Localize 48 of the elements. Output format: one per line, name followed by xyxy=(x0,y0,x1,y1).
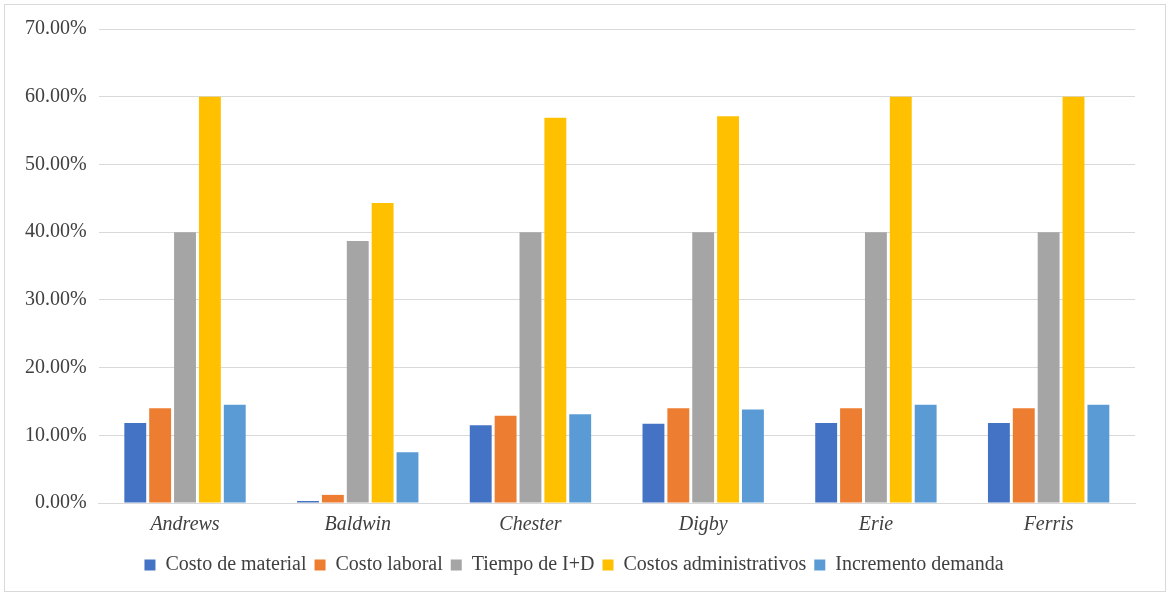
bar xyxy=(717,116,740,503)
bar xyxy=(889,96,912,503)
bar xyxy=(987,423,1010,503)
y-tick-label: 20.00% xyxy=(24,354,87,377)
bar xyxy=(692,232,715,503)
bar xyxy=(469,425,492,503)
x-tick-label: Digby xyxy=(677,512,728,536)
bar xyxy=(667,408,690,503)
bar xyxy=(1037,232,1060,503)
bar xyxy=(1087,404,1110,503)
bar xyxy=(371,203,394,503)
y-tick-label: 70.00% xyxy=(24,16,87,39)
bar xyxy=(149,408,172,503)
bar xyxy=(864,232,887,503)
bar xyxy=(494,415,517,503)
x-tick-label: Baldwin xyxy=(324,512,392,535)
legend-label: Costos administrativos xyxy=(623,552,807,575)
x-tick-label: Andrews xyxy=(148,512,220,535)
bar xyxy=(544,117,567,503)
bar xyxy=(914,404,937,503)
bar xyxy=(396,452,419,503)
x-tick-label: Erie xyxy=(857,512,894,535)
y-tick-label: 40.00% xyxy=(24,219,87,242)
bar xyxy=(642,423,665,503)
bar xyxy=(321,494,344,503)
legend-label: Tiempo de I+D xyxy=(471,552,595,576)
bar xyxy=(1012,408,1035,503)
bar xyxy=(1062,96,1085,503)
bar xyxy=(223,404,246,503)
y-tick-label: 60.00% xyxy=(24,83,87,106)
legend-label: Costo de material xyxy=(165,552,307,575)
y-tick-label: 0.00% xyxy=(34,490,87,513)
legend-label: Costo laboral xyxy=(335,552,444,575)
bar xyxy=(815,423,838,503)
bar xyxy=(741,409,764,503)
y-tick-label: 10.00% xyxy=(24,422,87,445)
y-tick-label: 50.00% xyxy=(24,151,87,174)
bar xyxy=(519,232,542,503)
bar xyxy=(198,96,221,503)
x-tick-label: Chester xyxy=(499,512,562,535)
bar xyxy=(174,232,196,503)
bar xyxy=(346,240,369,503)
bar xyxy=(569,414,592,503)
bar xyxy=(124,423,147,503)
x-tick-label: Ferris xyxy=(1022,512,1074,535)
bar xyxy=(840,408,862,503)
y-tick-label: 30.00% xyxy=(24,287,87,310)
legend-label: Incremento demanda xyxy=(835,552,1004,575)
